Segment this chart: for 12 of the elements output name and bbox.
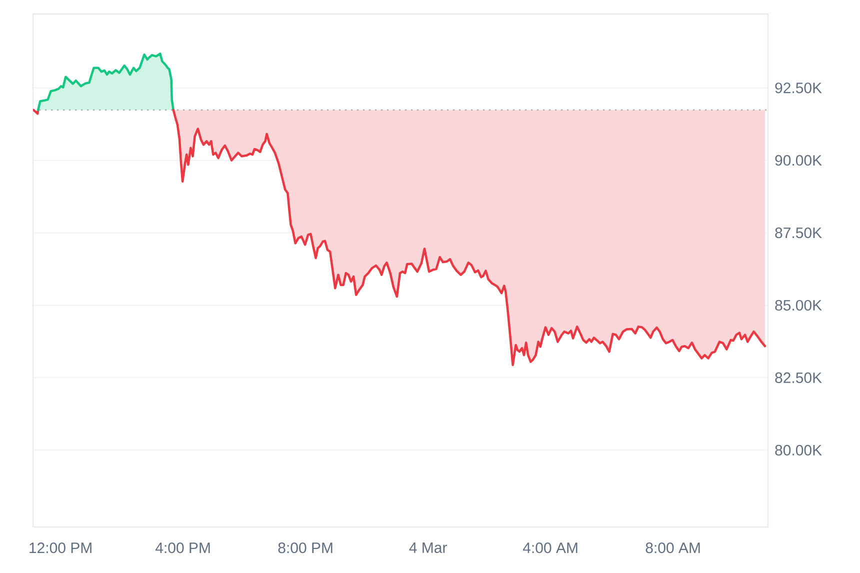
y-tick-label: 82.50K (775, 372, 822, 384)
y-tick-label: 80.00K (775, 444, 822, 456)
x-tick-label: 4:00 AM (522, 542, 578, 554)
x-tick-label: 8:00 PM (278, 542, 332, 554)
x-tick-label: 12:00 PM (30, 542, 92, 554)
y-tick-label: 92.50K (775, 82, 822, 94)
y-tick-label: 85.00K (775, 300, 822, 311)
x-tick-label: 4 Mar (409, 542, 447, 553)
x-tick-label: 4:00 PM (155, 542, 210, 554)
y-tick-label: 87.50K (775, 228, 822, 238)
y-tick-label: 90.00K (775, 155, 822, 166)
x-tick-label: 8:00 AM (646, 542, 700, 554)
